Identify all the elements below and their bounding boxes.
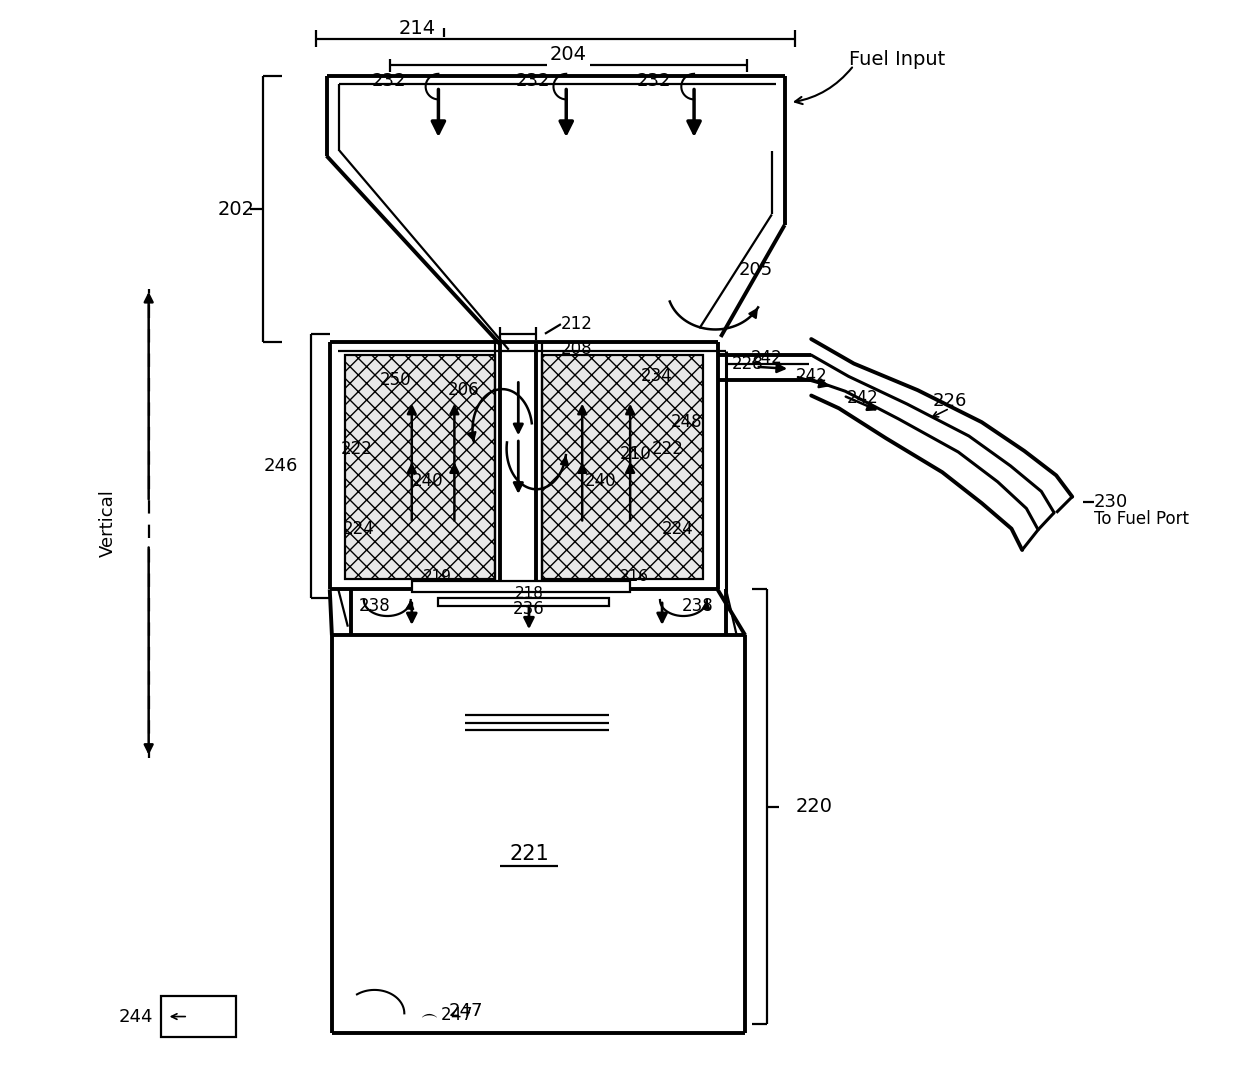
Text: 232: 232 <box>515 73 550 91</box>
Text: 230: 230 <box>1094 493 1127 512</box>
Text: 224: 224 <box>343 520 374 537</box>
Text: 222: 222 <box>341 440 373 458</box>
Text: Fuel Input: Fuel Input <box>849 50 945 69</box>
Text: 202: 202 <box>218 200 254 219</box>
Bar <box>344 355 494 579</box>
Text: 222: 222 <box>652 440 684 458</box>
Bar <box>439 598 608 607</box>
Text: 224: 224 <box>662 520 694 537</box>
Bar <box>541 355 703 579</box>
Text: $\frown$247: $\frown$247 <box>418 1006 473 1024</box>
Text: 232: 232 <box>636 73 670 91</box>
Text: Vertical: Vertical <box>99 489 118 557</box>
Text: To Fuel Port: To Fuel Port <box>1094 511 1188 528</box>
Bar <box>411 581 631 592</box>
Text: 205: 205 <box>738 261 773 279</box>
Text: 208: 208 <box>561 340 592 358</box>
Text: 247: 247 <box>449 1002 483 1020</box>
Text: 228: 228 <box>731 355 763 373</box>
Text: 214: 214 <box>399 18 436 37</box>
Text: 242: 242 <box>795 367 828 386</box>
Text: 221: 221 <box>509 844 549 864</box>
Text: 238: 238 <box>681 597 712 615</box>
Text: 206: 206 <box>447 381 479 399</box>
Text: 240: 240 <box>585 472 616 490</box>
Text: 232: 232 <box>372 73 406 91</box>
Text: 246: 246 <box>264 457 297 475</box>
Bar <box>161 996 235 1037</box>
Text: 216: 216 <box>620 569 648 584</box>
Text: 210: 210 <box>620 445 652 464</box>
Text: 218: 218 <box>514 586 544 601</box>
Text: 226: 226 <box>933 392 966 410</box>
Text: 238: 238 <box>359 597 390 615</box>
Text: 220: 220 <box>795 797 833 816</box>
Text: 236: 236 <box>513 599 545 617</box>
Text: 248: 248 <box>670 413 703 431</box>
Text: 212: 212 <box>561 315 592 333</box>
Text: 242: 242 <box>846 389 878 407</box>
Text: 242: 242 <box>751 349 782 367</box>
Text: 244: 244 <box>119 1007 152 1025</box>
Text: 234: 234 <box>641 367 673 386</box>
Text: 219: 219 <box>422 569 451 584</box>
Text: 204: 204 <box>550 45 587 64</box>
Text: 250: 250 <box>380 371 411 389</box>
Text: 240: 240 <box>411 472 444 490</box>
